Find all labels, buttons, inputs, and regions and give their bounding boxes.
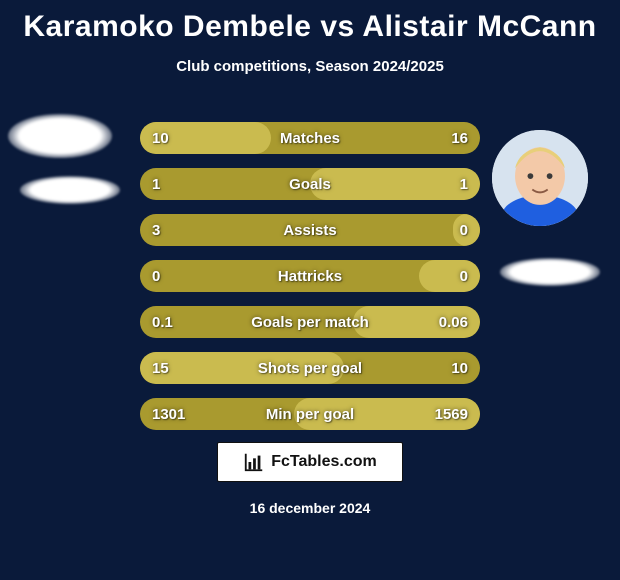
stat-row: 1510Shots per goal xyxy=(140,352,480,384)
stat-label: Min per goal xyxy=(140,398,480,430)
stat-row: 13011569Min per goal xyxy=(140,398,480,430)
stat-row: 00Hattricks xyxy=(140,260,480,292)
site-logo-text: FcTables.com xyxy=(271,453,377,471)
subtitle: Club competitions, Season 2024/2025 xyxy=(0,58,620,75)
stat-row: 30Assists xyxy=(140,214,480,246)
stat-label: Matches xyxy=(140,122,480,154)
footer-date: 16 december 2024 xyxy=(0,500,620,516)
player-left-avatar-lower xyxy=(20,176,120,204)
player-left-avatar-upper xyxy=(8,114,112,158)
comparison-arena: 1016Matches 11Goals 30Assists 00Hattricks 0.… xyxy=(0,95,620,455)
stat-label: Hattricks xyxy=(140,260,480,292)
comparison-infographic: Karamoko Dembele vs Alistair McCann Club… xyxy=(0,0,620,580)
stat-row: 11Goals xyxy=(140,168,480,200)
player-right-shadow xyxy=(500,258,600,286)
stat-label: Goals per match xyxy=(140,306,480,338)
stat-label: Shots per goal xyxy=(140,352,480,384)
player-right-avatar xyxy=(492,130,588,226)
stat-label: Goals xyxy=(140,168,480,200)
stat-bars: 1016Matches 11Goals 30Assists 00Hattricks 0.… xyxy=(140,122,480,444)
stat-row: 0.10.06Goals per match xyxy=(140,306,480,338)
avatar-icon xyxy=(492,130,588,226)
page-title: Karamoko Dembele vs Alistair McCann xyxy=(0,0,620,44)
stat-row: 1016Matches xyxy=(140,122,480,154)
stat-label: Assists xyxy=(140,214,480,246)
site-logo: FcTables.com xyxy=(217,442,403,482)
chart-icon xyxy=(243,451,265,473)
